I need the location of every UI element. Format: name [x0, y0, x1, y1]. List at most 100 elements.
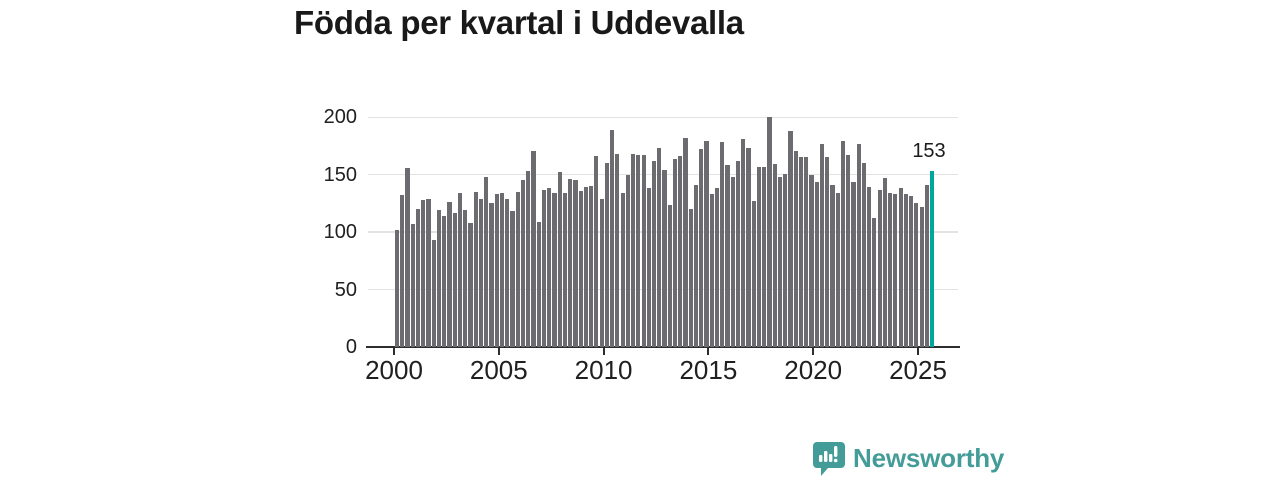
bar — [898, 188, 903, 347]
bar — [473, 191, 478, 347]
bar — [919, 206, 924, 347]
bar — [835, 193, 840, 347]
bar — [520, 180, 526, 347]
newsworthy-brand-text: Newsworthy — [853, 443, 1005, 473]
bar — [489, 203, 494, 347]
bar — [856, 143, 861, 347]
bar — [526, 171, 531, 347]
x-axis-tick-label: 2015 — [679, 355, 738, 385]
bar — [704, 141, 709, 347]
bar — [688, 209, 693, 347]
x-axis-tick-label: 2020 — [784, 355, 843, 385]
bar — [536, 221, 541, 347]
bar — [851, 181, 856, 347]
x-axis-tick-mark — [393, 348, 395, 355]
bar — [903, 194, 908, 347]
bar — [646, 188, 651, 347]
bar — [714, 188, 720, 347]
bar — [888, 193, 893, 347]
x-axis-tick-label: 2000 — [365, 355, 423, 385]
bar — [725, 165, 730, 347]
bar — [505, 198, 510, 347]
bar — [652, 160, 657, 347]
bar — [893, 194, 898, 347]
bar — [767, 117, 772, 347]
bar — [882, 178, 887, 347]
newsworthy-logo: Newsworthy — [812, 441, 1004, 480]
bar — [788, 130, 793, 347]
bar — [562, 193, 568, 347]
bar — [641, 155, 646, 347]
bar — [625, 174, 630, 347]
y-axis-tick-label: 0 — [345, 336, 357, 358]
bar — [578, 190, 583, 347]
bar — [772, 164, 777, 347]
bar — [594, 156, 599, 347]
y-axis-tick-label: 200 — [323, 106, 357, 129]
bar — [730, 176, 735, 347]
x-axis-line — [366, 346, 960, 349]
x-axis-tick-mark — [602, 348, 605, 355]
bar — [861, 163, 866, 347]
x-axis-tick-mark — [707, 348, 710, 355]
bar — [777, 176, 783, 347]
bar — [457, 193, 463, 347]
highlighted-bar — [929, 171, 935, 347]
bar — [557, 172, 562, 347]
chart-title: Födda per kvartal i Uddevalla — [294, 4, 744, 41]
bar — [400, 195, 405, 347]
bar — [636, 155, 641, 347]
bar — [825, 157, 830, 347]
bar — [741, 139, 746, 347]
bar — [867, 187, 872, 347]
bar — [814, 181, 819, 347]
bar — [819, 143, 825, 347]
bar — [667, 204, 672, 347]
highlighted-bar-value-label: 153 — [912, 140, 946, 162]
bar — [793, 150, 798, 347]
bar — [762, 166, 767, 347]
y-axis-tick-label: 50 — [334, 278, 357, 301]
y-axis-tick-label: 150 — [323, 163, 357, 186]
bar — [657, 148, 662, 347]
bar — [610, 129, 615, 347]
bar — [510, 211, 515, 347]
x-axis-tick-label: 2025 — [889, 355, 947, 385]
bar — [431, 240, 436, 347]
bar — [620, 193, 625, 347]
bar — [478, 198, 484, 347]
x-axis-tick-mark — [812, 348, 815, 355]
bar — [452, 212, 457, 347]
bar — [589, 186, 594, 347]
bar — [751, 201, 756, 347]
bar — [463, 210, 468, 347]
bar — [909, 196, 914, 347]
bar — [547, 188, 552, 347]
bar — [436, 210, 442, 347]
bar — [499, 193, 505, 347]
x-axis-tick-mark — [497, 348, 500, 355]
bar — [573, 180, 578, 347]
bar — [531, 150, 536, 347]
bar — [631, 153, 636, 347]
bar — [662, 170, 667, 347]
bar — [515, 191, 520, 347]
bar — [693, 184, 699, 347]
bar — [746, 148, 751, 347]
bar — [415, 209, 421, 347]
bar — [599, 198, 604, 347]
bar — [541, 189, 547, 347]
y-axis-tick-label: 100 — [323, 221, 357, 244]
bar — [568, 179, 573, 347]
bar — [830, 184, 835, 347]
bar — [699, 149, 704, 347]
bar — [924, 184, 929, 347]
x-axis-tick-label: 2005 — [469, 355, 528, 385]
bar — [735, 160, 741, 347]
bar — [872, 218, 877, 347]
bar — [877, 189, 882, 347]
bar — [552, 193, 557, 347]
y-gridline — [368, 116, 958, 118]
bar — [410, 224, 415, 347]
